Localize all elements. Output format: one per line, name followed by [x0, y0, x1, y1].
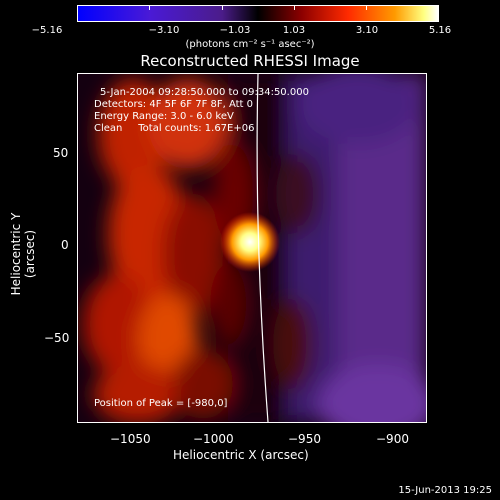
colorbar-tickmark [149, 5, 150, 10]
y-tick-label: 0 [61, 238, 69, 252]
colorbar-tick-label: 1.03 [282, 25, 306, 36]
colorbar-tick-label: 5.16 [428, 25, 452, 36]
clean-counts-text: Clean Total counts: 1.67E+06 [94, 123, 255, 134]
colorbar-tickmark [77, 5, 78, 10]
x-tick-label: −1000 [193, 432, 234, 446]
colorbar-tickmark [294, 5, 295, 10]
colorbar-tick-label: −1.03 [219, 25, 251, 36]
x-tick-label: −950 [288, 432, 321, 446]
colorbar-tick-label: −5.16 [31, 25, 63, 36]
y-tick-label: 50 [53, 146, 69, 160]
timestamp-footer: 15-Jun-2013 19:25 [398, 485, 492, 496]
colorbar [77, 5, 439, 22]
colorbar-tickmark [222, 5, 223, 10]
colorbar-tick-label: −3.10 [148, 25, 180, 36]
x-tick-label: −900 [376, 432, 409, 446]
y-axis-label: Heliocentric Y (arcsec) [9, 212, 37, 296]
time-range-text: 5-Jan-2004 09:28:50.000 to 09:34:50.000 [100, 87, 309, 98]
plot-frame [77, 73, 427, 423]
x-tick-label: −1050 [110, 432, 151, 446]
colorbar-units: (photons cm⁻² s⁻¹ asec⁻²) [185, 39, 315, 50]
detectors-text: Detectors: 4F 5F 6F 7F 8F, Att 0 [94, 99, 254, 110]
energy-range-text: Energy Range: 3.0 - 6.0 keV [94, 111, 234, 122]
colorbar-tick-label: 3.10 [355, 25, 379, 36]
colorbar-tickmark [366, 5, 367, 10]
colorbar-tickmark [438, 5, 439, 10]
x-axis-label: Heliocentric X (arcsec) [173, 448, 309, 462]
peak-position-text: Position of Peak = [-980,0] [94, 398, 228, 409]
y-tick-label: −50 [44, 331, 70, 345]
peak-source [220, 212, 280, 272]
image-title: Reconstructed RHESSI Image [140, 52, 360, 70]
rhessi-image [78, 74, 426, 422]
solar-limb-line [256, 74, 269, 422]
